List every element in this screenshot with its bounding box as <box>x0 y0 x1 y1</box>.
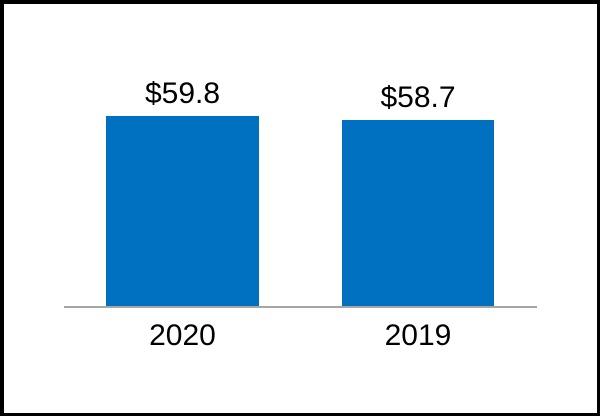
value-label-2020: $59.8 <box>144 77 221 110</box>
category-label-2019: 2019 <box>384 319 452 352</box>
value-label-2019: $58.7 <box>380 81 456 114</box>
x-axis-line <box>64 306 537 308</box>
bar-2019 <box>342 120 494 306</box>
bar-2020 <box>106 116 259 306</box>
bar-group-2020: $59.8 <box>106 77 259 306</box>
bar-group-2019: $58.7 <box>342 81 494 306</box>
category-label-2020: 2020 <box>149 319 216 352</box>
plot-area: $59.8 $58.7 2020 2019 <box>4 4 597 413</box>
